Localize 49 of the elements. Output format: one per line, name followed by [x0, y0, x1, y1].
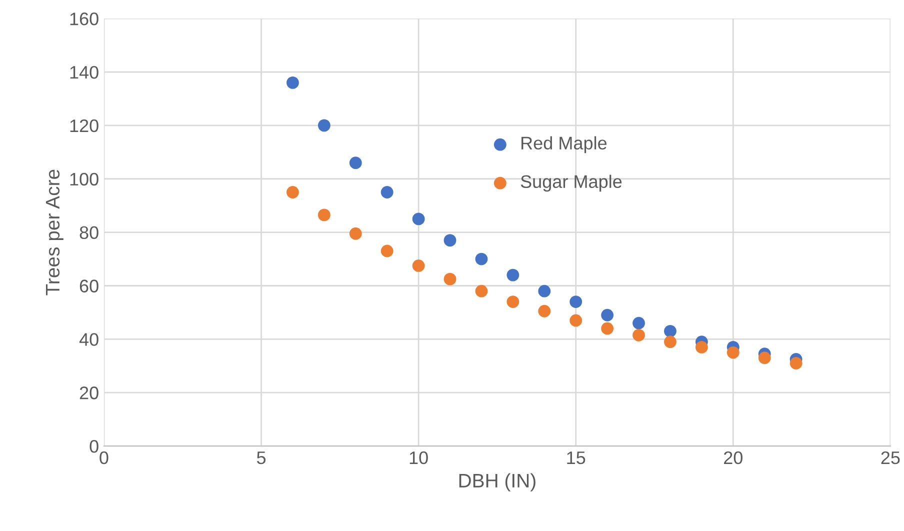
point: [664, 324, 676, 338]
y-tick-label: 80: [80, 226, 98, 240]
point: [444, 234, 456, 247]
point: [538, 284, 551, 298]
point: [790, 357, 802, 370]
x-tick-label: 25: [881, 451, 900, 464]
point: [506, 268, 520, 282]
point: [570, 314, 582, 327]
x-tick-label: 20: [724, 451, 742, 464]
y-axis-title: Trees per Acre: [46, 170, 64, 296]
point: [318, 119, 330, 132]
y-tick-label: 20: [80, 386, 98, 400]
point: [318, 208, 330, 222]
x-axis-title: DBH (IN): [459, 473, 536, 492]
x-tick-label: 5: [256, 452, 266, 464]
point: [349, 156, 362, 170]
x-tick-label: 15: [567, 452, 586, 464]
x-tick-label: 0: [100, 451, 108, 464]
point: [506, 296, 520, 308]
point: [475, 284, 488, 298]
point: [758, 352, 771, 364]
y-tick-label: 100: [70, 172, 98, 186]
point: [632, 328, 645, 342]
point: [726, 346, 740, 359]
y-tick-label: 140: [70, 66, 98, 79]
point: [664, 336, 676, 348]
y-tick-label: 120: [70, 119, 98, 132]
y-tick-label: 60: [80, 280, 98, 292]
point: [475, 252, 488, 266]
point: [286, 76, 299, 89]
point: [601, 308, 614, 322]
legend-label: Sugar Maple: [520, 174, 622, 192]
point: [570, 296, 582, 308]
legend-label: Red Maple: [522, 136, 607, 154]
y-tick-label: 40: [79, 333, 98, 346]
point: [444, 272, 456, 286]
point: [380, 186, 394, 198]
y-tick-label: 160: [70, 12, 98, 26]
point: [412, 259, 425, 272]
point: [695, 340, 708, 354]
point: [412, 212, 425, 226]
point: [632, 316, 645, 330]
y-tick-label: 0: [90, 440, 98, 453]
point: [601, 322, 614, 335]
point: [349, 227, 362, 240]
x-tick-label: 10: [410, 451, 428, 464]
point: [380, 244, 394, 258]
point: [538, 304, 551, 318]
point: [286, 186, 299, 198]
